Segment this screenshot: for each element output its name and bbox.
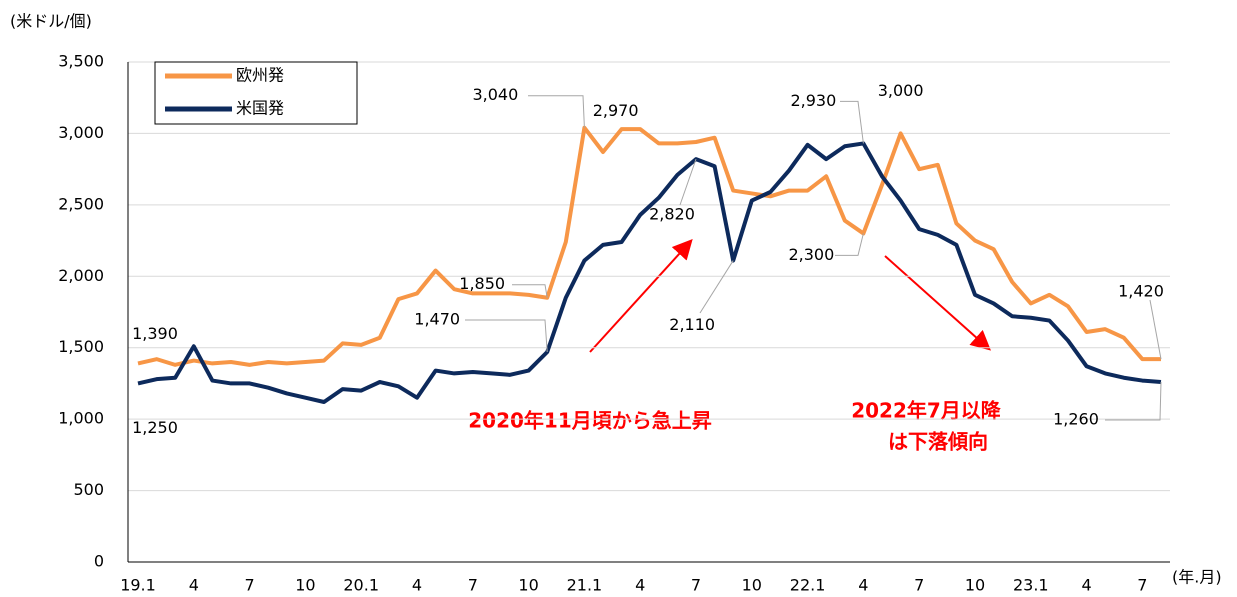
data-label: 1,420 — [1118, 282, 1164, 301]
legend-label: 欧州発 — [236, 66, 284, 85]
annotation: 2022年7月以降 — [851, 399, 1002, 423]
x-tick-label: 10 — [295, 576, 315, 595]
y-tick-label: 0 — [94, 552, 104, 571]
x-tick-label: 4 — [412, 576, 422, 595]
data-label: 2,970 — [593, 101, 639, 120]
data-label: 1,260 — [1053, 410, 1099, 429]
x-tick-label: 20.1 — [343, 576, 379, 595]
y-tick-label: 500 — [73, 480, 104, 499]
leader-line — [528, 95, 585, 128]
x-tick-label: 4 — [635, 576, 645, 595]
series-line — [137, 125, 1161, 367]
data-label: 2,110 — [669, 315, 715, 334]
leader-line — [1149, 299, 1162, 360]
y-tick-label: 2,000 — [58, 266, 104, 285]
y-tick-label: 3,000 — [58, 123, 104, 142]
arrow-down — [884, 255, 991, 351]
data-label: 2,300 — [788, 245, 834, 264]
annotation: は下落傾向 — [888, 430, 988, 454]
x-tick-label: 4 — [189, 576, 199, 595]
leader-line — [512, 284, 548, 298]
x-tick-label: 4 — [1082, 576, 1092, 595]
data-label: 1,850 — [459, 274, 505, 293]
x-tick-label: 7 — [245, 576, 255, 595]
x-tick-label: 7 — [1137, 576, 1147, 595]
y-unit: (米ドル/個) — [10, 12, 92, 31]
x-tick-label: 10 — [518, 576, 538, 595]
x-unit: (年.月) — [1172, 568, 1222, 587]
arrow-up — [589, 239, 693, 353]
legend-label: 米国発 — [236, 99, 284, 118]
x-tick-label: 7 — [691, 576, 701, 595]
annotation: 2020年11月頃から急上昇 — [468, 409, 712, 433]
data-label: 1,470 — [414, 310, 460, 329]
data-label: 1,390 — [132, 324, 178, 343]
series-line — [137, 141, 1162, 404]
y-tick-label: 1,000 — [58, 409, 104, 428]
data-label: 2,930 — [790, 91, 836, 110]
leader-line — [679, 158, 697, 206]
x-tick-label: 23.1 — [1013, 576, 1049, 595]
data-label: 2,820 — [649, 205, 695, 224]
x-tick-label: 10 — [965, 576, 985, 595]
leader-line — [699, 260, 734, 314]
data-label: 3,000 — [878, 81, 924, 100]
leader-line — [465, 319, 548, 353]
x-tick-label: 7 — [468, 576, 478, 595]
x-tick-label: 4 — [858, 576, 868, 595]
data-label: 1,250 — [132, 418, 178, 437]
y-tick-label: 3,500 — [58, 52, 104, 71]
y-tick-label: 1,500 — [58, 337, 104, 356]
leader-line — [1105, 381, 1162, 421]
x-tick-label: 19.1 — [120, 576, 156, 595]
leader-line — [835, 233, 864, 256]
x-tick-label: 10 — [742, 576, 762, 595]
leader-line — [840, 100, 864, 144]
x-tick-label: 21.1 — [567, 576, 603, 595]
legend-box — [154, 61, 358, 125]
y-tick-label: 2,500 — [58, 194, 104, 213]
x-tick-label: 7 — [914, 576, 924, 595]
data-label: 3,040 — [472, 85, 518, 104]
x-tick-label: 22.1 — [790, 576, 826, 595]
plot: 0 500 1,000 1,500 2,000 2,500 3,000 3,500 19.1 4 7… — [58, 52, 1170, 595]
